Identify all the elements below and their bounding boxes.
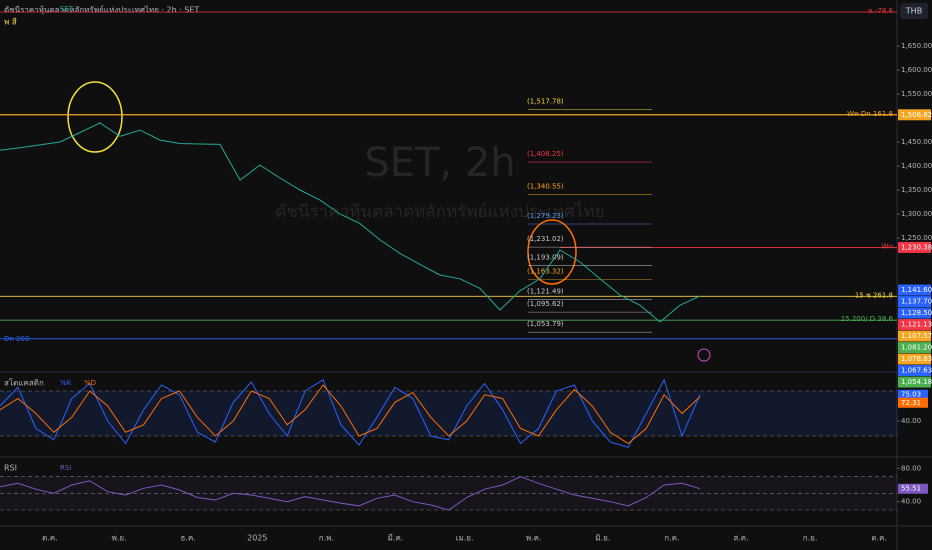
price-badge-label: 1,506.82 (901, 111, 932, 119)
band (0, 391, 897, 436)
y-tick-label: 80.00 (901, 464, 921, 472)
circle-drawing (527, 219, 577, 285)
fib-label: (1,517.78) (527, 98, 564, 106)
x-tick-label: ก.พ. (319, 534, 334, 543)
last-value-badge (898, 483, 928, 494)
alert-icon[interactable] (697, 348, 711, 362)
last-value-label: 72.31 (901, 399, 921, 407)
x-tick-label: ต.ค. (42, 534, 58, 543)
y-tick-label: 1,250.00 (901, 234, 932, 242)
y-tick-label: 1,400.00 (901, 162, 932, 170)
level-label: Wท Dn 161.8 (847, 110, 893, 118)
level-label: ห.-78.6 (868, 7, 893, 15)
last-value-label: 75.03 (901, 391, 921, 399)
chart-title: ดัชนีราคาหุ้นตลาดหลักทรัพย์แห่งประเทศไทย… (4, 5, 199, 15)
x-tick-label: ธ.ค. (181, 534, 196, 543)
fib-label: (1,408.25) (527, 150, 564, 158)
price-badge-label: 1,230.38 (901, 243, 932, 251)
x-tick-label: ต.ค. (871, 534, 887, 543)
series-name: %K (60, 379, 72, 387)
price-badge (898, 109, 931, 121)
y-tick-label: 1,550.00 (901, 90, 932, 98)
y-tick-label: 1,350.00 (901, 186, 932, 194)
price-badge (898, 307, 931, 319)
fib-label: (1,095.62) (527, 300, 564, 308)
series-name: SET (60, 5, 74, 13)
fib-label: (1,193.09) (527, 253, 564, 261)
price-badge-label: 1,107.57 (901, 332, 932, 340)
series-name: RSI (60, 464, 71, 472)
x-tick-label: 2025 (247, 534, 267, 543)
price-badge-label: 1,054.18 (901, 378, 932, 386)
price-badge (898, 319, 931, 331)
currency-label: THB (905, 7, 922, 16)
x-tick-label: เม.ย. (456, 534, 474, 543)
fib-label: (1,231.02) (527, 235, 564, 243)
price-badge-label: 1,141.60 (901, 286, 932, 294)
price-badge (898, 296, 931, 308)
price-badge-label: 1,128.50 (901, 309, 932, 317)
watermark: SET, 2h (364, 140, 515, 186)
level-label: Wท (881, 242, 893, 250)
x-tick-label: พ.ย. (112, 534, 127, 543)
x-tick-label: มิ.ย. (595, 534, 610, 543)
x-tick-label: พ.ค. (526, 534, 542, 543)
circle-drawing (67, 81, 123, 153)
last-value-label: 55.51 (901, 485, 921, 493)
watermark-subtitle: ดัชนีราคาหุ้นตลาดหลักทรัพย์แห่งประเทศไทย (275, 201, 604, 222)
last-value-badge (898, 389, 928, 400)
level-label: 15 200/ D 38.6 (841, 315, 894, 323)
price-badge (898, 330, 931, 342)
y-tick-label: 1,300.00 (901, 210, 932, 218)
price-badge-label: 1,121.13 (901, 321, 932, 329)
x-tick-label: ก.ค. (664, 534, 679, 543)
price-badge (898, 376, 931, 388)
price-badge (898, 241, 931, 253)
level-label: 15 ช 261.8 (855, 291, 893, 299)
series-line (0, 378, 701, 448)
price-badge (898, 353, 931, 365)
fib-label: (1,340.55) (527, 183, 564, 191)
fib-label: (1,121.49) (527, 288, 564, 296)
fib-label: (1,279.23) (527, 212, 564, 220)
price-badge-label: 1,081.20 (901, 344, 932, 352)
series-line (0, 122, 701, 323)
y-tick-label: 40.00 (901, 417, 921, 425)
y-tick-label: 1,450.00 (901, 138, 932, 146)
x-tick-label: ส.ค. (733, 534, 748, 543)
price-badge (898, 365, 931, 377)
y-tick-label: 1,600.00 (901, 66, 932, 74)
x-tick-label: มี.ค. (388, 534, 404, 543)
indicator-label: พ สี (4, 18, 17, 27)
price-badge-label: 1,078.83 (901, 355, 932, 363)
currency-button[interactable] (900, 3, 928, 19)
series-line (0, 384, 701, 445)
price-badge-label: 1,137.70 (901, 298, 932, 306)
y-tick-label: 40.00 (901, 498, 921, 506)
series-name: %D (84, 379, 96, 387)
level-label: Dn 200 (4, 335, 29, 343)
pane-title: RSI (4, 464, 17, 473)
price-badge (898, 342, 931, 354)
fib-label: (1,053.79) (527, 320, 564, 328)
last-value-badge (898, 397, 928, 408)
pane-title: สโตแคสติก (4, 378, 44, 388)
series-line (0, 476, 701, 511)
x-tick-label: ก.ย. (803, 534, 818, 543)
price-badge (898, 284, 931, 296)
y-tick-label: 1,650.00 (901, 42, 932, 50)
price-badge-label: 1,067.63 (901, 367, 932, 375)
